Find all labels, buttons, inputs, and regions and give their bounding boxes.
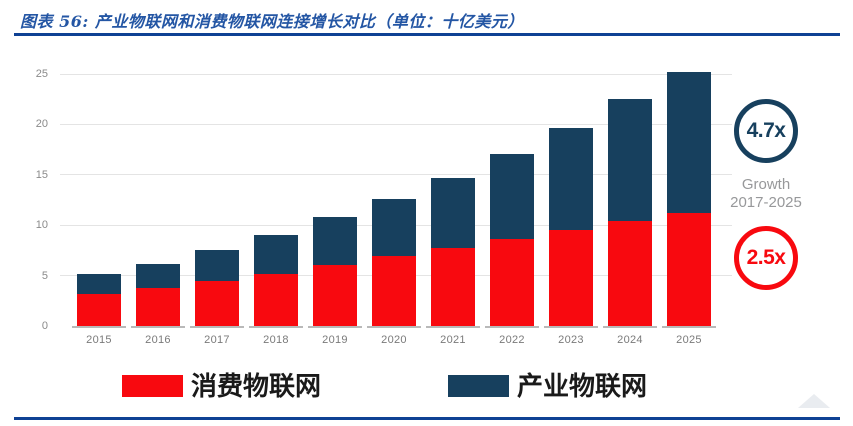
consumer-bar-segment-2018	[254, 273, 298, 326]
caption-divider-rule	[14, 33, 840, 36]
figure-caption: 图表 56: 产业物联网和消费物联网连接增长对比（单位：十亿美元）	[20, 12, 524, 31]
consumer-growth-badge: 2.5x	[734, 226, 798, 290]
bar-group-2022	[490, 153, 534, 326]
industrial-bar-segment-2025	[667, 71, 711, 214]
industrial-bar-segment-2020	[372, 198, 416, 257]
y-axis-label-0: 0	[41, 320, 48, 332]
bar-group-2016	[136, 263, 180, 326]
x-axis-label-2023: 2023	[558, 334, 584, 346]
industrial-bar-segment-2022	[490, 153, 534, 240]
x-axis-label-2021: 2021	[440, 334, 466, 346]
bar-group-2018	[254, 235, 298, 326]
x-axis-label-2025: 2025	[676, 334, 702, 346]
bar-group-2020	[372, 198, 416, 326]
consumer-bar-segment-2021	[431, 248, 475, 326]
y-axis-label-25: 25	[35, 68, 48, 80]
x-axis-label-2015: 2015	[86, 334, 112, 346]
consumer-bar-segment-2020	[372, 256, 416, 326]
x-axis-label-2016: 2016	[145, 334, 171, 346]
consumer-bar-segment-2024	[608, 221, 652, 326]
x-axis-label-2020: 2020	[381, 334, 407, 346]
industrial-bar-segment-2021	[431, 177, 475, 249]
industrial-bar-segment-2019	[313, 217, 357, 265]
y-axis-label-15: 15	[35, 168, 48, 181]
industrial-growth-value: 4.7x	[746, 119, 786, 142]
baseline-tick-2025	[662, 326, 716, 328]
legend-label-industrial: 产业物联网	[517, 371, 648, 401]
growth-period-label: Growth 2017-2025	[716, 176, 816, 212]
legend-label-consumer: 消费物联网	[191, 371, 322, 401]
industrial-bar-segment-2018	[254, 235, 298, 274]
y-axis-label-5: 5	[41, 269, 48, 282]
x-axis-label-2017: 2017	[204, 334, 230, 346]
growth-period-line2: 2017-2025	[730, 194, 802, 211]
industrial-color-swatch-icon	[448, 375, 509, 397]
watermark-triangle-icon	[798, 394, 830, 408]
baseline-tick-2017	[190, 326, 244, 328]
legend-item-industrial: 产业物联网	[448, 371, 648, 401]
figure-bottom-rule	[14, 417, 840, 420]
gridline-y25	[60, 73, 732, 75]
consumer-bar-segment-2017	[195, 280, 239, 326]
x-axis-label-2024: 2024	[617, 334, 643, 346]
baseline-tick-2016	[131, 326, 185, 328]
industrial-bar-segment-2024	[608, 99, 652, 222]
y-axis-label-20: 20	[35, 118, 48, 131]
baseline-tick-2020	[367, 326, 421, 328]
bar-group-2019	[313, 217, 357, 326]
consumer-color-swatch-icon	[122, 375, 183, 397]
bar-group-2021	[431, 177, 475, 326]
bar-group-2024	[608, 99, 652, 326]
y-axis-label-10: 10	[35, 219, 48, 232]
baseline-tick-2023	[544, 326, 598, 328]
consumer-bar-segment-2015	[77, 293, 121, 326]
baseline-tick-2024	[603, 326, 657, 328]
consumer-bar-segment-2022	[490, 239, 534, 326]
bar-group-2023	[549, 128, 593, 326]
bar-group-2015	[77, 273, 121, 326]
bar-group-2025	[667, 71, 711, 326]
industrial-bar-segment-2015	[77, 273, 121, 294]
consumer-bar-segment-2016	[136, 287, 180, 326]
gridline-y20	[60, 123, 732, 125]
consumer-growth-value: 2.5x	[746, 246, 786, 269]
baseline-tick-2019	[308, 326, 362, 328]
industrial-bar-segment-2017	[195, 250, 239, 281]
industrial-bar-segment-2016	[136, 263, 180, 288]
x-axis-label-2018: 2018	[263, 334, 289, 346]
industrial-growth-badge: 4.7x	[734, 99, 798, 163]
consumer-bar-segment-2025	[667, 213, 711, 326]
baseline-tick-2018	[249, 326, 303, 328]
bar-group-2017	[195, 250, 239, 326]
growth-period-line1: Growth	[741, 176, 791, 193]
industrial-bar-segment-2023	[549, 128, 593, 231]
consumer-bar-segment-2023	[549, 230, 593, 326]
baseline-tick-2021	[426, 326, 480, 328]
x-axis-label-2022: 2022	[499, 334, 525, 346]
legend-item-consumer: 消费物联网	[122, 371, 322, 401]
baseline-tick-2015	[72, 326, 126, 328]
baseline-tick-2022	[485, 326, 539, 328]
consumer-bar-segment-2019	[313, 264, 357, 326]
x-axis-label-2019: 2019	[322, 334, 348, 346]
gridline-y15	[60, 174, 732, 176]
